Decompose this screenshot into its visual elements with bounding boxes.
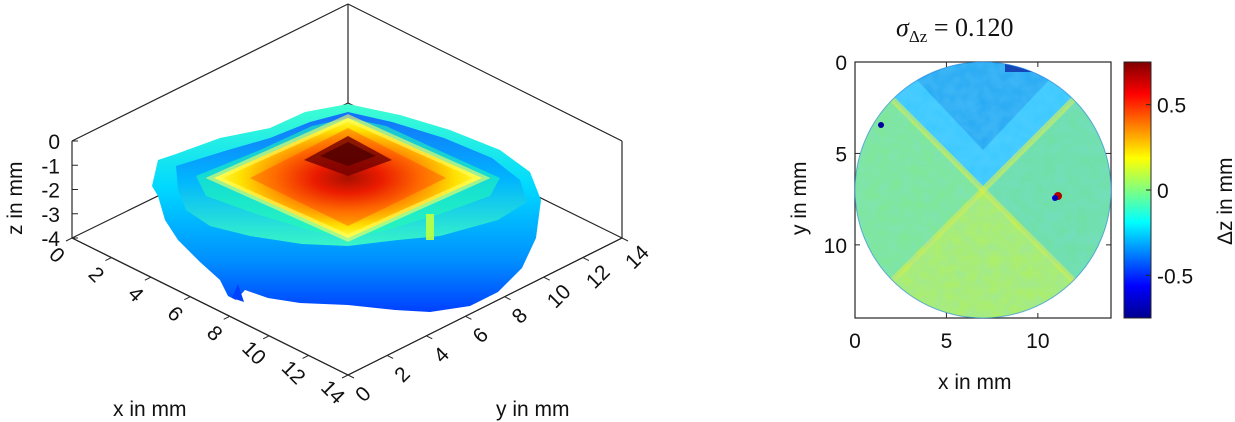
heatmap-xlabel: x in mm: [938, 371, 1012, 394]
surface-xtick-label: 12: [277, 356, 310, 389]
surface: [152, 104, 541, 312]
colorbar-tick-label: 0.5: [1157, 95, 1186, 118]
surface-zlabel: z in mm: [4, 162, 27, 236]
title-eq: = 0.120: [927, 13, 1013, 42]
surface-ytick-mark: [582, 257, 590, 262]
colorbar-tick-label: 0: [1157, 180, 1169, 203]
surface-ztick-label: -3: [41, 204, 60, 227]
surface-ytick-label: 4: [429, 343, 454, 368]
surface-xtick-label: 10: [237, 337, 270, 370]
surface-xtick-label: 6: [163, 302, 188, 327]
heatmap-ytick-label: 10: [824, 235, 847, 258]
surface-ytick-mark: [504, 296, 511, 301]
colorbar-label: Δz in mm: [1214, 157, 1235, 245]
surface-ytick-mark: [621, 237, 629, 242]
surface-xtick-mark: [65, 237, 73, 242]
surface-xtick-mark: [302, 354, 309, 359]
heatmap-ylabel: y in mm: [788, 162, 811, 236]
surface-xtick-mark: [105, 257, 112, 262]
surface-ytick-mark: [543, 276, 550, 281]
surface-ztick-label: 0: [48, 131, 60, 154]
surface-ztick-label: -1: [41, 155, 60, 178]
colorbar-ticks: 0.5 0 -0.5: [1146, 95, 1193, 288]
surface-ytick-mark: [465, 315, 472, 320]
surface-ztick-label: -2: [41, 180, 60, 203]
surface-ylabel: y in mm: [496, 398, 570, 421]
heatmap-xtick-label: 0: [849, 330, 861, 353]
colorbar: 0.5 0 -0.5 Δz in mm: [1123, 61, 1235, 319]
surface-ytick-label: 6: [469, 323, 494, 348]
heatmap-plot: σΔz = 0.120 0 5 10 0 5 10 x in mm y in mm 0.5…: [788, 13, 1235, 394]
surface-ytick-label: 2: [390, 363, 415, 388]
surface-ytick-label: 12: [582, 261, 615, 294]
disc-edge: [854, 61, 1112, 319]
title-sigma: σ: [896, 13, 910, 42]
surface-ytick-label: 14: [621, 241, 654, 274]
surface-xtick-label: 8: [202, 321, 227, 346]
surface-xtick-mark: [184, 296, 191, 301]
axes-box-front: [71, 237, 623, 376]
surface-xtick-mark: [223, 315, 230, 320]
surface-xtick-label: 14: [316, 376, 349, 409]
surface-ytick-label: 0: [351, 382, 376, 407]
surface-ztick-label: -4: [41, 228, 60, 251]
surface-xtick-mark: [341, 374, 349, 379]
surface-ytick-mark: [347, 374, 355, 379]
heatmap-ytick-label: 5: [835, 143, 847, 166]
surface-xtick-label: 4: [123, 282, 148, 307]
surface-xtick-mark: [262, 335, 270, 340]
surface-ytick-mark: [386, 354, 394, 359]
colorbar-tick-label: -0.5: [1157, 265, 1193, 288]
surface-xtick-label: 2: [84, 263, 109, 288]
surface-ytick-label: 10: [543, 280, 576, 313]
surface-xlabel: x in mm: [113, 398, 187, 421]
heatmap-ticks: 0 5 10 0 5 10: [824, 52, 1111, 353]
surface-ytick-label: 8: [508, 304, 533, 329]
heatmap-xtick-label: 5: [941, 330, 953, 353]
surface-ytick-mark: [426, 335, 433, 340]
heatmap-xtick-label: 10: [1026, 330, 1049, 353]
heatmap-title: σΔz = 0.120: [896, 13, 1013, 46]
surface-xtick-mark: [144, 276, 152, 281]
heatmap-ytick-label: 0: [835, 52, 847, 75]
heatmap-disc: [855, 62, 1111, 318]
title-sub: Δz: [909, 27, 928, 46]
